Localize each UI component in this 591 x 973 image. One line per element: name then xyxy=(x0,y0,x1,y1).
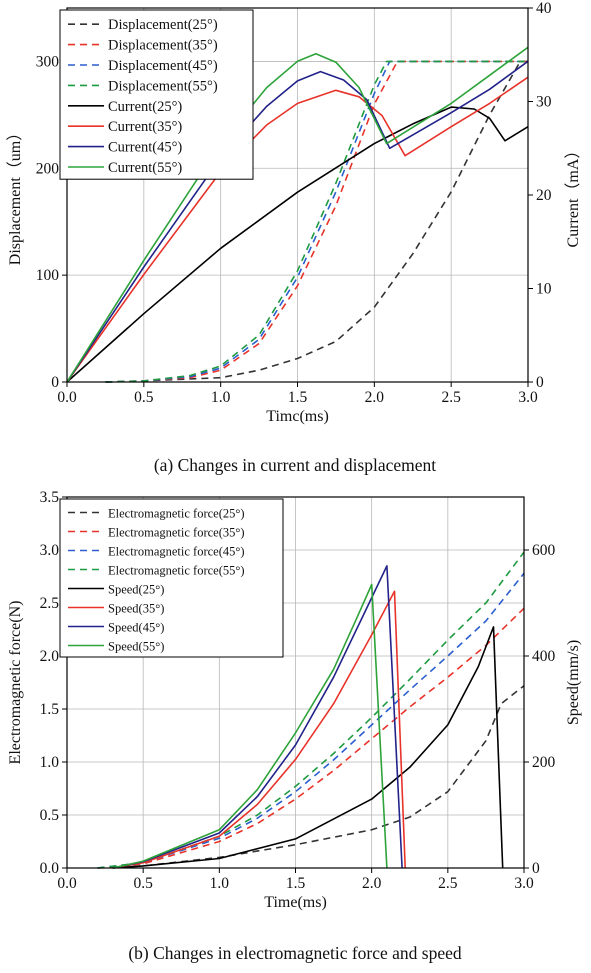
y-tick-label: 0.5 xyxy=(40,807,60,824)
legend-label-1: Displacement(35°) xyxy=(108,38,218,54)
y2-axis-label: Current（mA） xyxy=(564,143,582,248)
figure-caption: (a) Changes in current and displacement xyxy=(154,455,436,475)
series-line-4 xyxy=(66,106,529,383)
y2-tick-label: 10 xyxy=(536,281,552,298)
y2-axis-label: Speed(mm/s) xyxy=(565,640,582,725)
legend-label-2: Displacement(45°) xyxy=(108,58,218,74)
y2-tick-label: 0 xyxy=(532,860,540,877)
legend-label-6: Current(45°) xyxy=(108,140,182,156)
y-tick-label: 200 xyxy=(36,160,60,177)
legend-label-7: Current(55°) xyxy=(108,160,182,176)
legend-label-6: Speed(45°) xyxy=(108,621,164,635)
y2-tick-label: 200 xyxy=(532,754,556,771)
y-axis-label: Displacement（um） xyxy=(6,125,24,265)
x-tick-label: 1.5 xyxy=(288,389,308,406)
series-line-1 xyxy=(97,607,525,869)
x-tick-label: 2.5 xyxy=(441,389,461,406)
x-tick-label: 0.0 xyxy=(57,875,77,892)
y-tick-label: 2.5 xyxy=(40,595,60,612)
legend: Electromagnetic force(25°) Electromagneti… xyxy=(59,498,284,658)
y-tick-label: 300 xyxy=(36,53,60,70)
legend-label-3: Displacement(55°) xyxy=(108,78,218,94)
x-tick-label: 2.0 xyxy=(362,875,382,892)
legend-label-5: Current(35°) xyxy=(108,119,182,135)
figure-caption: (b) Changes in electromagnetic force and… xyxy=(128,943,462,963)
x-tick-label: 0.5 xyxy=(134,389,154,406)
x-tick-label: 1.0 xyxy=(211,389,231,406)
series-line-0 xyxy=(105,60,528,383)
legend-label-3: Electromagnetic force(55°) xyxy=(108,564,245,578)
y2-tick-label: 400 xyxy=(532,648,556,665)
series-line-6 xyxy=(112,565,403,869)
x-tick-label: 3.0 xyxy=(518,389,538,406)
x-tick-label: 0.5 xyxy=(133,875,153,892)
chart-panel-a: 0.0 0.5 1.0 1.5 2.0 2.5 3.00100200300010203040… xyxy=(6,0,582,475)
series-line-3 xyxy=(105,60,528,383)
x-axis-label: Timc(ms) xyxy=(266,408,329,425)
y2-tick-label: 20 xyxy=(536,187,552,204)
series-group xyxy=(97,551,525,869)
legend: Displacement(25°) Displacement(35°) Displa… xyxy=(59,9,254,180)
y-tick-label: 1.0 xyxy=(40,754,60,771)
x-tick-label: 2.0 xyxy=(365,389,385,406)
y-tick-label: 0 xyxy=(51,374,59,391)
x-tick-label: 3.0 xyxy=(514,875,534,892)
series-line-5 xyxy=(66,76,529,383)
series-line-2 xyxy=(97,572,525,869)
y-axis-label: Electromagnetic force(N) xyxy=(7,601,24,765)
legend-label-2: Electromagnetic force(45°) xyxy=(108,545,245,559)
x-tick-label: 1.5 xyxy=(286,875,306,892)
y2-tick-label: 0 xyxy=(536,374,544,391)
y-tick-label: 100 xyxy=(36,267,60,284)
y2-tick-label: 30 xyxy=(536,94,552,111)
series-line-5 xyxy=(112,590,406,869)
series-line-7 xyxy=(112,583,388,869)
y-tick-label: 0.0 xyxy=(40,860,60,877)
legend-label-0: Displacement(25°) xyxy=(108,17,218,33)
series-line-0 xyxy=(97,685,525,869)
legend-label-4: Current(25°) xyxy=(108,99,182,115)
x-axis-label: Time(ms) xyxy=(264,894,327,911)
y2-tick-label: 40 xyxy=(536,0,552,17)
x-tick-label: 0.0 xyxy=(57,389,77,406)
chart-panel-b: 0.0 0.5 1.0 1.5 2.0 2.5 3.0 0.0 0.5 1.0 1.5 2.0 2.5 3… xyxy=(7,489,582,963)
legend-label-7: Speed(55°) xyxy=(108,640,164,654)
y-tick-label: 1.5 xyxy=(40,701,60,718)
series-line-4 xyxy=(112,626,504,869)
y-tick-label: 3.5 xyxy=(40,489,60,506)
legend-label-5: Speed(35°) xyxy=(108,602,164,616)
legend-label-1: Electromagnetic force(35°) xyxy=(108,526,245,540)
y-tick-label: 2.0 xyxy=(40,648,60,665)
legend-label-0: Electromagnetic force(25°) xyxy=(108,507,245,521)
legend-box xyxy=(59,498,284,658)
x-tick-label: 1.0 xyxy=(210,875,230,892)
y2-tick-label: 600 xyxy=(532,542,556,559)
legend-box xyxy=(59,9,254,180)
x-tick-label: 2.5 xyxy=(438,875,458,892)
legend-label-4: Speed(25°) xyxy=(108,583,164,597)
y-tick-label: 3.0 xyxy=(40,542,60,559)
